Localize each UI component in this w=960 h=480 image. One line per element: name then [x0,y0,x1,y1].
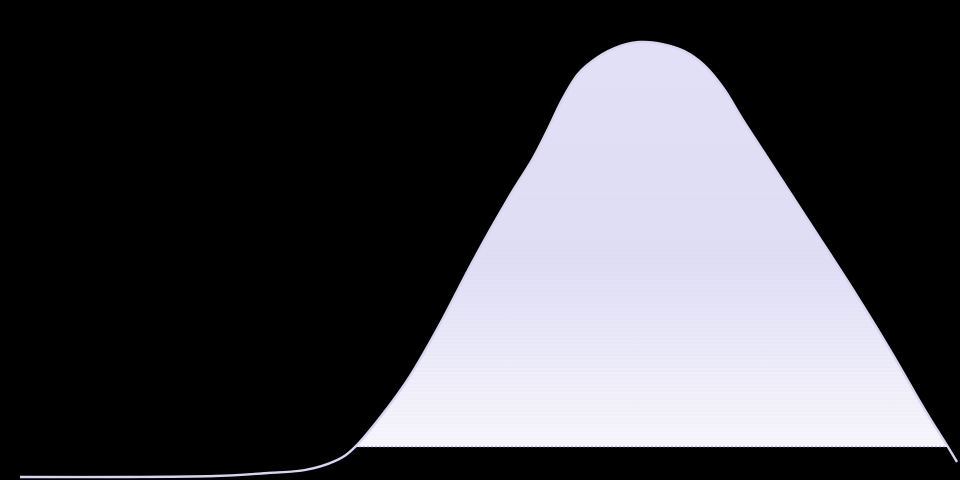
area-banding-overlay [355,41,948,447]
plot-area [19,40,959,479]
curve-line [19,40,959,479]
